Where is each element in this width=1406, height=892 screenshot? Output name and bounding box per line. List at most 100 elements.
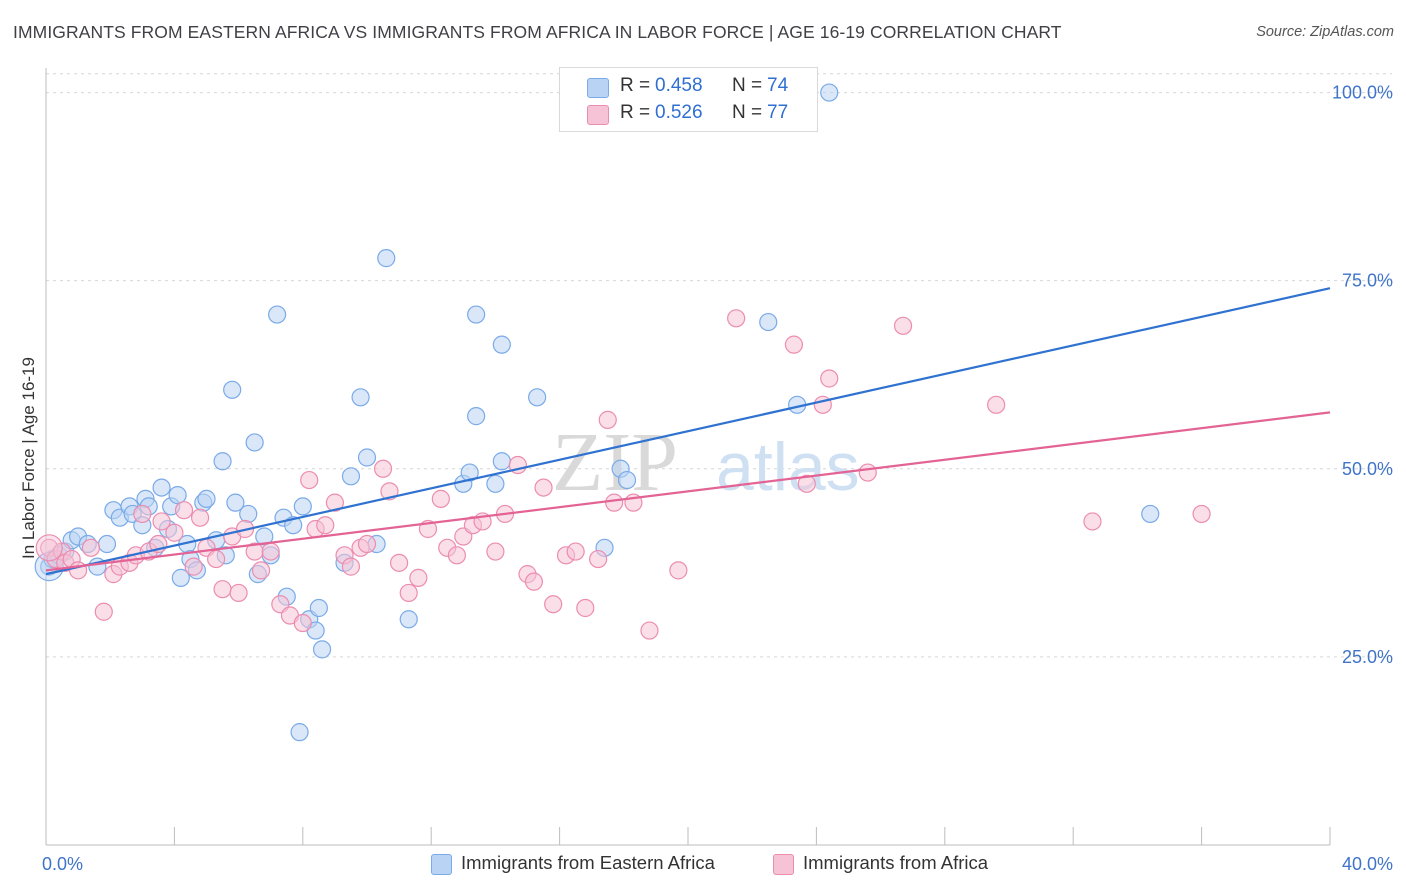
x-tick-label: 0.0% xyxy=(42,854,83,874)
data-point xyxy=(255,527,274,546)
data-point xyxy=(245,433,264,452)
data-point xyxy=(467,305,486,324)
data-point-cluster xyxy=(35,534,63,562)
gridlines xyxy=(46,73,1392,658)
series-legend: Immigrants from Eastern Africa Immigrant… xyxy=(0,852,1406,878)
legend-swatch-blue xyxy=(431,854,452,875)
axes xyxy=(45,68,1331,846)
data-point xyxy=(312,640,332,659)
stats-legend: R = 0.458 N = 74 R = 0.526 N = 77 xyxy=(559,67,818,132)
data-point xyxy=(316,516,335,535)
data-point xyxy=(152,478,171,497)
data-point xyxy=(341,467,361,486)
source-credit: Source: ZipAtlas.com xyxy=(1256,24,1394,40)
legend-r-value: 0.458 xyxy=(655,75,703,96)
data-point xyxy=(589,549,608,569)
data-point xyxy=(171,568,190,587)
data-point xyxy=(1141,504,1160,524)
y-tick-label: 75.0% xyxy=(1342,271,1393,291)
data-point xyxy=(390,553,409,572)
data-point xyxy=(213,580,232,599)
data-point xyxy=(820,83,839,102)
trend-lines xyxy=(45,287,1331,576)
legend-swatch-blue xyxy=(587,78,609,98)
data-point xyxy=(325,493,344,512)
data-point xyxy=(94,602,113,621)
data-point xyxy=(300,470,319,490)
data-point xyxy=(174,501,194,520)
legend-r-value: 0.526 xyxy=(655,102,703,123)
data-point xyxy=(987,395,1006,414)
legend-n-value: 74 xyxy=(767,75,789,96)
data-point xyxy=(357,534,377,554)
data-point xyxy=(293,497,312,516)
data-point xyxy=(467,407,486,426)
data-point xyxy=(97,534,117,554)
data-point xyxy=(239,504,258,524)
data-point xyxy=(268,305,287,324)
data-point xyxy=(213,452,232,471)
data-point xyxy=(486,474,505,493)
data-point xyxy=(309,598,328,618)
data-point xyxy=(409,568,428,587)
legend-r-label: R = xyxy=(620,75,651,96)
data-point xyxy=(617,470,637,490)
data-point xyxy=(184,557,203,576)
data-point xyxy=(598,410,617,429)
data-point xyxy=(640,621,659,640)
legend-swatch-pink xyxy=(587,105,609,125)
data-point xyxy=(1192,504,1211,524)
data-point xyxy=(373,459,393,478)
data-point xyxy=(81,538,101,557)
legend-n-label: N = xyxy=(732,75,763,96)
y-axis-title: In Labor Force | Age 16-19 xyxy=(19,357,38,559)
data-point xyxy=(229,583,248,603)
data-point xyxy=(858,463,877,482)
data-point xyxy=(784,335,804,354)
legend-swatch-pink xyxy=(773,854,794,875)
data-point xyxy=(290,723,309,742)
series-eastern-africa-points xyxy=(34,83,1160,742)
legend-row-eastern-africa: R = 0.458 N = 74 xyxy=(560,75,817,101)
data-point xyxy=(669,561,688,580)
legend-label: Immigrants from Africa xyxy=(803,852,989,873)
data-point xyxy=(207,549,226,569)
data-point xyxy=(357,448,377,467)
data-point xyxy=(261,542,280,561)
data-point xyxy=(759,312,778,332)
data-point xyxy=(431,489,450,508)
data-point xyxy=(605,493,624,512)
trend-line-eastern-africa xyxy=(45,287,1331,576)
legend-r-label: R = xyxy=(620,102,651,123)
legend-n-label: N = xyxy=(732,102,763,123)
data-point xyxy=(566,542,585,561)
data-point xyxy=(165,523,184,542)
data-point xyxy=(486,542,505,561)
data-point xyxy=(576,598,595,618)
data-point xyxy=(152,512,171,531)
data-point xyxy=(447,546,466,565)
data-point xyxy=(341,557,361,576)
y-tick-label: 100.0% xyxy=(1332,83,1393,103)
legend-label: Immigrants from Eastern Africa xyxy=(461,852,715,873)
data-point xyxy=(727,309,746,328)
data-point xyxy=(797,474,816,493)
data-point xyxy=(68,561,88,580)
data-point xyxy=(820,369,839,388)
chart-title: IMMIGRANTS FROM EASTERN AFRICA VS IMMIGR… xyxy=(13,22,1062,42)
data-point xyxy=(492,335,511,354)
data-point xyxy=(399,583,418,603)
data-point xyxy=(544,595,563,614)
data-point xyxy=(528,388,547,407)
data-point xyxy=(460,463,479,482)
legend-row-africa: R = 0.526 N = 77 xyxy=(560,102,817,128)
data-point xyxy=(893,316,913,335)
watermark: ZIP atlas xyxy=(552,416,860,509)
data-point xyxy=(251,561,271,580)
trend-line-africa xyxy=(45,411,1331,572)
data-point xyxy=(492,452,511,471)
data-point xyxy=(351,388,370,407)
data-point xyxy=(399,610,418,629)
data-point xyxy=(133,504,152,524)
